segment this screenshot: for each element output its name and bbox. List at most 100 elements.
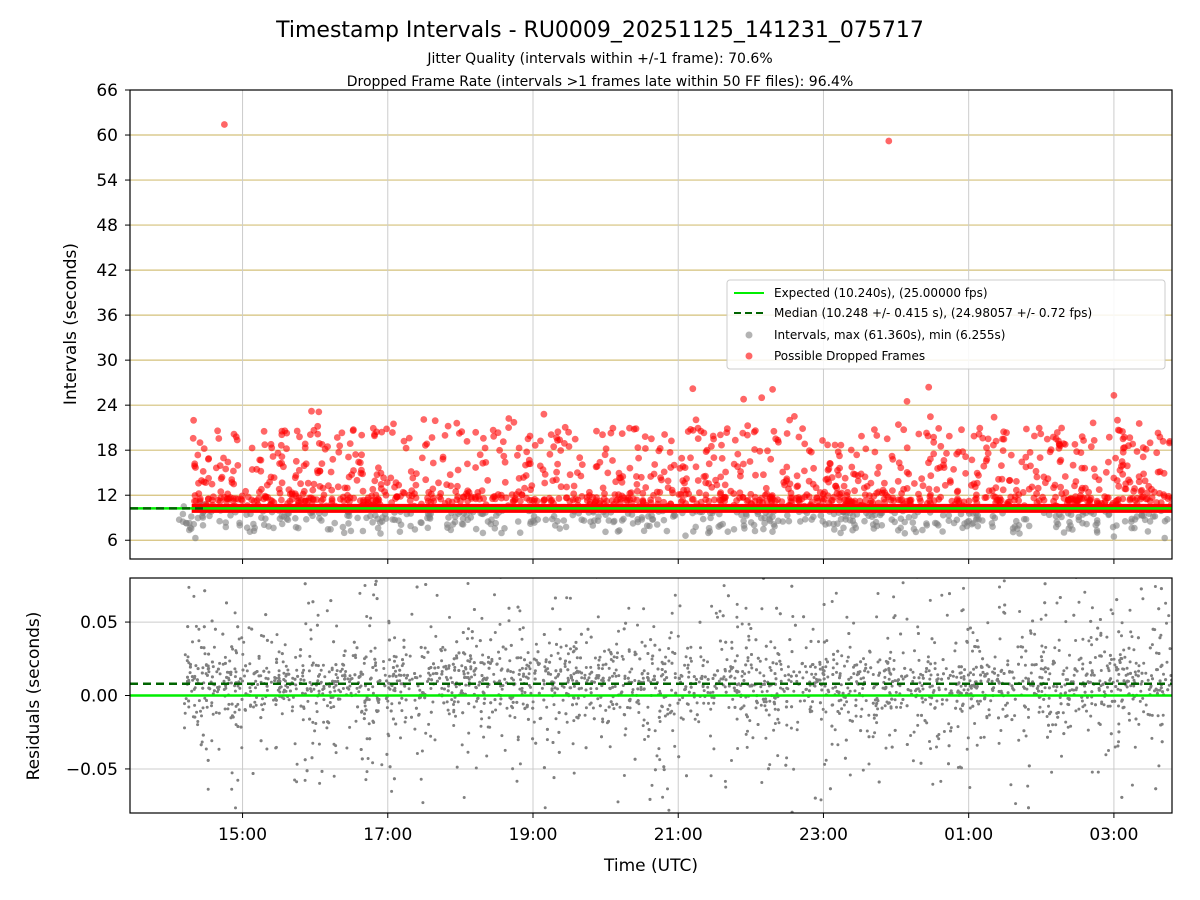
- residual-point: [493, 631, 497, 634]
- residual-point: [1024, 676, 1028, 680]
- residual-point: [756, 656, 760, 660]
- residual-point: [377, 698, 381, 701]
- dropped-frame-point: [903, 469, 911, 476]
- residual-point: [1119, 657, 1123, 660]
- residual-point: [1030, 663, 1034, 667]
- residual-point: [647, 728, 651, 732]
- dropped-frame-point: [647, 496, 654, 504]
- residual-point: [1058, 596, 1062, 599]
- residual-point: [481, 691, 485, 695]
- residual-point: [965, 747, 969, 751]
- residual-point: [661, 795, 665, 799]
- interval-point: [830, 520, 837, 528]
- interval-point: [424, 524, 432, 532]
- residual-point: [966, 627, 970, 631]
- dropped-frame-point: [1061, 473, 1069, 480]
- dropped-frame-point: [569, 496, 577, 504]
- residual-point: [658, 758, 662, 762]
- residual-point: [413, 727, 417, 731]
- residual-point: [1121, 667, 1125, 671]
- residuals-x-tick-label: 21:00: [654, 825, 703, 845]
- residual-point: [972, 673, 975, 677]
- residual-point: [229, 716, 233, 720]
- dropped-frame-point: [744, 422, 752, 430]
- dropped-frame-point: [309, 486, 317, 494]
- residual-point: [1047, 677, 1051, 681]
- residual-point: [847, 632, 851, 635]
- residual-point: [743, 672, 747, 676]
- residual-point: [373, 646, 377, 650]
- dropped-frame-point: [454, 466, 462, 474]
- dropped-frame-point: [418, 454, 426, 462]
- residual-point: [1050, 770, 1054, 774]
- residual-point: [773, 722, 777, 725]
- residual-point: [309, 637, 313, 641]
- residual-point: [355, 686, 359, 690]
- residual-point: [433, 738, 437, 742]
- residual-point: [345, 746, 349, 750]
- residual-point: [1117, 672, 1121, 676]
- residual-point: [694, 677, 698, 681]
- residual-point: [723, 779, 727, 783]
- interval-point: [760, 525, 767, 533]
- residual-point: [1077, 707, 1081, 711]
- residual-point: [825, 639, 829, 643]
- residual-point: [226, 707, 230, 711]
- residual-point: [236, 725, 240, 728]
- residual-point: [382, 660, 385, 663]
- residual-point: [451, 662, 455, 666]
- residual-point: [1083, 590, 1087, 594]
- dropped-frame-point: [1091, 473, 1099, 480]
- residual-point: [811, 700, 814, 704]
- dropped-frame-point: [950, 466, 957, 473]
- residual-point: [571, 650, 575, 654]
- residual-point: [724, 640, 728, 644]
- dropped-frame-point: [682, 490, 689, 498]
- residual-point: [1127, 712, 1131, 716]
- residual-point: [764, 736, 768, 740]
- residual-point: [729, 667, 733, 671]
- interval-point: [769, 528, 776, 535]
- residual-point: [778, 659, 782, 663]
- residual-point: [387, 619, 391, 623]
- residual-point: [962, 677, 966, 681]
- residual-point: [744, 646, 748, 650]
- residual-point: [1122, 679, 1126, 683]
- dropped-frame-point: [557, 483, 565, 491]
- chart-subtitle-jitter: Jitter Quality (intervals within +/-1 fr…: [426, 51, 772, 67]
- dropped-frame-point: [1090, 465, 1098, 473]
- residual-point: [1123, 655, 1127, 659]
- residual-point: [534, 741, 538, 745]
- residual-point: [997, 605, 1001, 609]
- residual-point: [375, 597, 379, 601]
- residual-point: [337, 697, 340, 701]
- dropped-frame-point: [557, 447, 565, 454]
- residual-point: [390, 819, 393, 822]
- residual-point: [413, 676, 417, 679]
- residual-point: [295, 762, 299, 766]
- residual-point: [447, 684, 450, 688]
- residual-point: [747, 634, 751, 638]
- residual-point: [855, 663, 859, 667]
- residual-point: [601, 717, 605, 721]
- residual-point: [394, 674, 398, 678]
- dropped-frame-point: [554, 460, 561, 468]
- residual-point: [387, 638, 391, 642]
- residual-point: [218, 661, 222, 665]
- residual-point: [779, 686, 782, 690]
- residual-point: [286, 668, 290, 672]
- dropped-frame-point: [737, 468, 744, 475]
- residual-point: [422, 656, 426, 659]
- interval-point: [443, 521, 451, 528]
- residual-point: [255, 670, 259, 673]
- residual-point: [831, 666, 835, 670]
- residual-point: [928, 685, 932, 689]
- interval-point: [602, 528, 609, 536]
- dropped-frame-point: [463, 438, 471, 445]
- residual-point: [686, 663, 690, 667]
- residual-point: [467, 702, 471, 706]
- residual-point: [788, 638, 792, 642]
- residual-point: [224, 686, 228, 690]
- residual-point: [313, 729, 317, 733]
- dropped-frame-point: [429, 459, 437, 467]
